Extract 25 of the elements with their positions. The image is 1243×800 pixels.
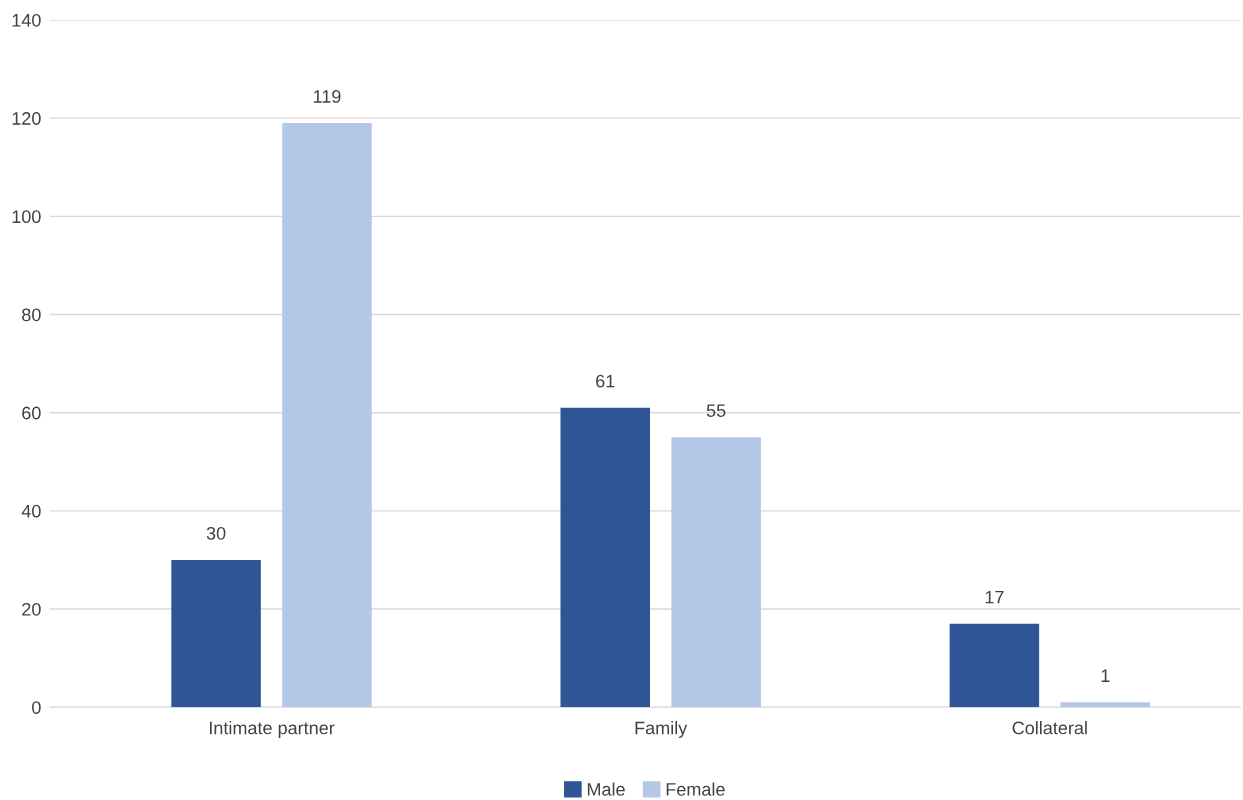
data-label: 55: [706, 404, 726, 417]
bar: [560, 407, 650, 708]
data-label: 1: [1101, 669, 1110, 682]
x-tick-label: Intimate partner: [209, 721, 335, 738]
y-tick-label: 80: [22, 308, 41, 322]
y-tick-label: 60: [22, 406, 41, 420]
y-tick-label: 40: [21, 504, 41, 518]
y-tick-label: 20: [22, 602, 41, 616]
bar: [671, 437, 761, 708]
y-tick-label: 140: [12, 13, 41, 27]
y-tick-label: 120: [12, 112, 41, 125]
y-tick-label: 0: [32, 701, 41, 714]
bar: [949, 623, 1040, 708]
legend-label: Female: [666, 782, 725, 796]
bar: [171, 559, 261, 708]
data-label: 17: [985, 590, 1004, 604]
x-tick-label: Collateral: [1012, 721, 1087, 735]
y-tick-label: 100: [12, 210, 41, 224]
data-label: 119: [313, 90, 341, 103]
data-label: 30: [206, 526, 226, 540]
x-tick-label: Family: [635, 721, 688, 738]
legend-label: Male: [587, 782, 625, 796]
bar: [1060, 702, 1151, 708]
bar: [282, 123, 372, 708]
data-label: 61: [596, 374, 615, 388]
